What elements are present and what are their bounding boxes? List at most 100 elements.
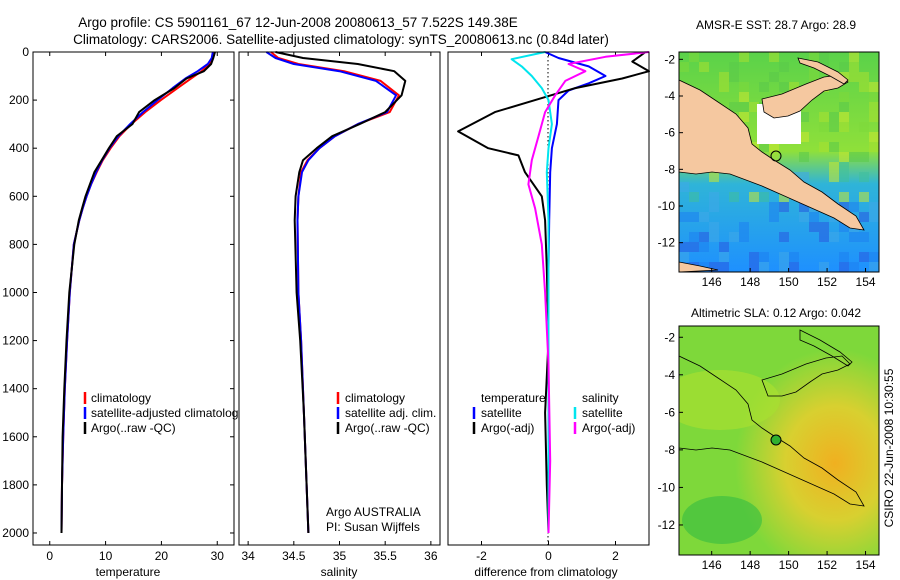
sla-map-title: Altimetric SLA: 0.12 Argo: 0.042 xyxy=(691,306,861,320)
sst-cell xyxy=(819,142,829,152)
sst-cell xyxy=(809,72,819,82)
sst-cell xyxy=(829,112,839,122)
sla-map-panel: Altimetric SLA: 0.12 Argo: 0.042 146 148 1… xyxy=(658,306,880,572)
sst-cell xyxy=(839,102,849,112)
sst-map-ticks: 146 148 150 152 154 -2 -4 -6 -8 -10 -12 xyxy=(658,52,876,289)
legend-label-climatology: climatology xyxy=(91,391,151,405)
sst-map-frame xyxy=(678,51,880,273)
sst-cell xyxy=(839,192,849,202)
salinity-legend: climatology satellite adj. clim. Argo(..… xyxy=(336,391,436,435)
sst-cell xyxy=(759,142,769,152)
sst-cell xyxy=(869,92,879,102)
sst-cell xyxy=(729,192,739,202)
sst-cell xyxy=(769,152,779,162)
sst-cell xyxy=(839,122,849,132)
depth-tick-label: 1000 xyxy=(2,285,29,299)
sst-cell xyxy=(719,252,729,262)
sst-cell xyxy=(739,232,749,242)
sst-cell xyxy=(859,212,869,222)
depth-tick-label: 1800 xyxy=(2,478,29,492)
x-tick-label: 0 xyxy=(545,549,552,563)
sst-cell xyxy=(709,192,719,202)
sst-cell xyxy=(829,172,839,182)
sst-cell xyxy=(869,82,879,92)
sst-cell xyxy=(779,202,789,212)
sst-cell xyxy=(819,52,829,62)
sst-cell xyxy=(739,82,749,92)
sst-cell xyxy=(759,262,769,272)
legend-label-argo: Argo(..raw -QC) xyxy=(345,421,430,435)
sst-cell xyxy=(689,232,699,242)
sst-cell xyxy=(769,72,779,82)
salinity-axis-ticks: 34 34.5 35 35.5 36 xyxy=(241,52,438,563)
depth-tick-label: 200 xyxy=(9,93,29,107)
sst-cell xyxy=(779,82,789,92)
depth-tick-label: 800 xyxy=(9,237,29,251)
series-line-argo-raw-qc xyxy=(275,51,407,534)
temperature-xlabel: temperature xyxy=(96,565,161,579)
papua-peninsula xyxy=(679,79,865,231)
sst-cell xyxy=(729,102,739,112)
australia-coast xyxy=(679,261,719,272)
sst-cell xyxy=(729,232,739,242)
sla-bright-band xyxy=(679,370,780,430)
x-tick-label: 34 xyxy=(241,549,255,563)
sst-cell xyxy=(719,82,729,92)
temperature-panel: 0 200 400 600 800 1000 1200 1400 1600 1800 2000 0 1… xyxy=(2,45,244,579)
sst-cell xyxy=(709,202,719,212)
sst-cell xyxy=(719,262,729,272)
sst-cell xyxy=(739,92,749,102)
sst-cell xyxy=(799,132,809,142)
legend-title-temperature: temperature xyxy=(481,391,546,405)
sst-cell xyxy=(849,52,859,62)
sst-cell xyxy=(859,122,869,132)
map-y-tick-label: -4 xyxy=(664,368,675,382)
temperature-legend: climatology satellite-adjusted climatolo… xyxy=(83,391,244,435)
map-y-tick-label: -8 xyxy=(664,443,675,457)
x-tick-label: 35 xyxy=(333,549,347,563)
sst-cell xyxy=(699,232,709,242)
sst-cell xyxy=(739,52,749,62)
sst-cell xyxy=(719,242,729,252)
sst-cell xyxy=(839,262,849,272)
sst-cell xyxy=(779,192,789,202)
sst-cell xyxy=(839,152,849,162)
series-line-satellite-adjusted-climatology xyxy=(60,51,214,534)
legend-label-climatology: climatology xyxy=(345,391,405,405)
salinity-axes-frame xyxy=(238,51,441,546)
x-tick-label: -2 xyxy=(476,549,487,563)
sst-cell xyxy=(849,62,859,72)
sst-cell xyxy=(779,252,789,262)
map-x-tick-label: 148 xyxy=(740,558,760,572)
sla-map-ticks: 146 148 150 152 154 -2 -4 -6 -8 -10 -12 xyxy=(658,330,876,572)
sst-float-marker xyxy=(770,150,782,162)
sst-cell xyxy=(769,212,779,222)
sst-cell xyxy=(809,222,819,232)
series-line-salinity-argo-adj xyxy=(527,51,650,534)
sst-cell xyxy=(759,252,769,262)
sst-cell xyxy=(769,142,779,152)
sst-cell xyxy=(819,112,829,122)
sst-cell xyxy=(829,122,839,132)
x-tick-label: 0 xyxy=(46,549,53,563)
sst-cell xyxy=(689,242,699,252)
sst-cell xyxy=(859,82,869,92)
figure-title-line1: Argo profile: CS 5901161_67 12-Jun-2008 … xyxy=(78,15,518,30)
sst-cell xyxy=(789,82,799,92)
sst-cell xyxy=(869,102,879,112)
map-y-tick-label: -2 xyxy=(664,330,675,344)
sst-cell xyxy=(759,82,769,92)
sst-cell xyxy=(839,202,849,212)
temperature-series xyxy=(60,51,216,534)
sst-cell xyxy=(749,252,759,262)
sst-cell xyxy=(739,222,749,232)
sla-new-ireland-outline xyxy=(799,329,853,367)
sst-cell xyxy=(779,262,789,272)
salinity-xlabel: salinity xyxy=(321,565,358,579)
sla-float-marker xyxy=(770,434,782,446)
sst-cell xyxy=(749,102,759,112)
difference-xlabel: difference from climatology xyxy=(474,565,617,579)
sst-cell xyxy=(679,242,689,252)
map-y-tick-label: -6 xyxy=(664,405,675,419)
sst-cell xyxy=(859,172,869,182)
